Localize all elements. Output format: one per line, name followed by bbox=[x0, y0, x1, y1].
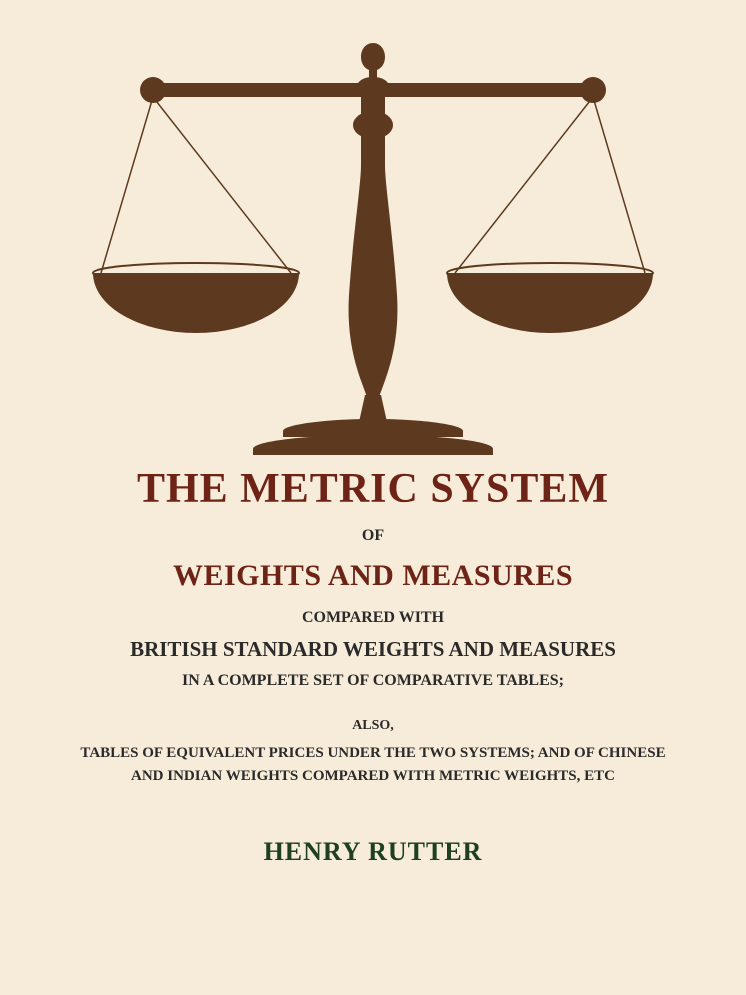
balance-scales-icon bbox=[53, 35, 693, 455]
body-line-2: AND INDIAN WEIGHTS COMPARED WITH METRIC … bbox=[131, 768, 615, 784]
scales-illustration bbox=[53, 35, 693, 455]
cover-text-block: THE METRIC SYSTEM OF WEIGHTS AND MEASURE… bbox=[53, 465, 693, 867]
british-line: BRITISH STANDARD WEIGHTS AND MEASURES bbox=[53, 637, 693, 662]
subtitle: WEIGHTS AND MEASURES bbox=[53, 559, 693, 593]
body-line-1: TABLES OF EQUIVALENT PRICES UNDER THE TW… bbox=[80, 745, 665, 761]
compared-with: COMPARED WITH bbox=[53, 609, 693, 627]
also-word: ALSO, bbox=[53, 718, 693, 734]
title-main: THE METRIC SYSTEM bbox=[53, 465, 693, 513]
body-description: TABLES OF EQUIVALENT PRICES UNDER THE TW… bbox=[53, 742, 693, 787]
tables-line: IN A COMPLETE SET OF COMPARATIVE TABLES; bbox=[53, 672, 693, 690]
author-name: HENRY RUTTER bbox=[53, 837, 693, 867]
word-of: OF bbox=[53, 527, 693, 545]
